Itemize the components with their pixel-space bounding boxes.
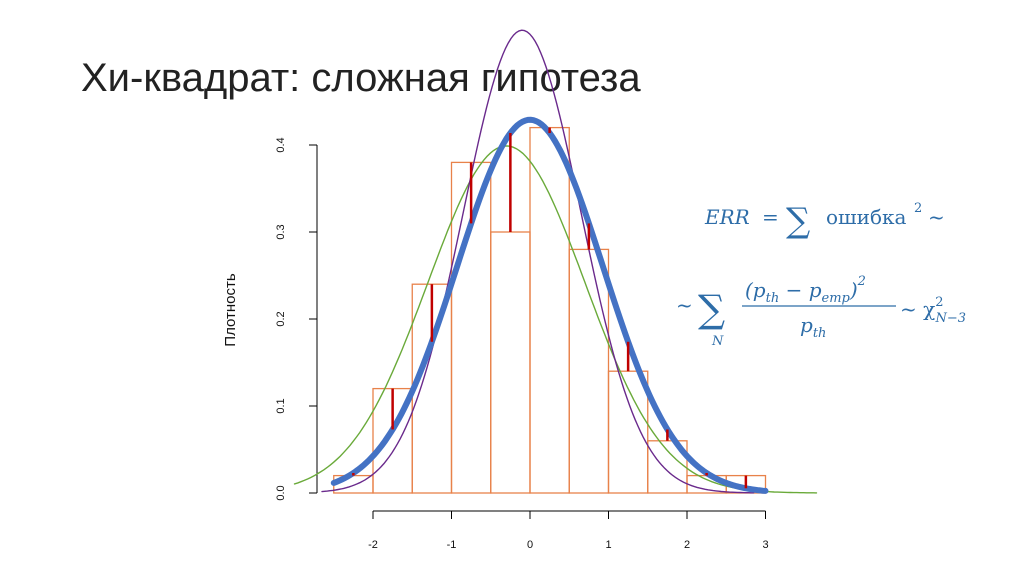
formula-chi: ~ χ2 N−3: [900, 295, 966, 326]
chi-sup: 2: [935, 295, 943, 310]
formula-numerator: (pth − pemp)2: [745, 274, 866, 306]
formula-error-exp: 2: [914, 201, 922, 216]
denominator-p: p: [800, 313, 813, 337]
y-tick-label: 0.0: [275, 485, 287, 500]
histogram-bar: [490, 231, 531, 494]
formula-line-1: ERR = ∑ ошибка 2 ~: [704, 201, 945, 241]
formula-err: ERR: [704, 205, 750, 229]
numerator-open: (p: [745, 278, 766, 302]
slide-title: Хи-квадрат: сложная гипотеза: [81, 56, 641, 100]
y-axis: 0.0 0.1 0.2 0.3 0.4: [275, 137, 318, 501]
purple-density-curve: [321, 29, 755, 494]
formula-denominator: pth: [800, 313, 826, 341]
formula-line-2: ~ ∑ N (pth − pemp)2 pth ~ χ2 N−3: [676, 274, 966, 349]
denominator-th: th: [813, 326, 827, 341]
y-tick-label: 0.2: [275, 311, 287, 326]
y-tick-label: 0.1: [275, 398, 287, 413]
x-tick-label: -1: [447, 539, 457, 551]
x-tick-label: -2: [368, 539, 378, 551]
x-tick-label: 0: [527, 539, 533, 551]
formula-equals: =: [762, 205, 779, 229]
formula-tilde-1: ~: [928, 205, 945, 229]
chi-sub: N−3: [935, 311, 967, 326]
numerator-th: th: [766, 291, 780, 306]
y-tick-label: 0.4: [275, 137, 287, 152]
residual-segments: [352, 127, 748, 489]
formula-sum-1: ∑: [786, 201, 810, 241]
formula-sum-2: ∑: [698, 287, 725, 331]
numerator-emp: emp: [822, 291, 851, 306]
numerator-close: ): [849, 278, 858, 302]
numerator-minus: − p: [779, 278, 821, 302]
y-tick-label: 0.3: [275, 224, 287, 239]
numerator-exp: 2: [857, 274, 866, 289]
x-axis: -2 -1 0 1 2 3: [368, 510, 769, 551]
formula-error-word: ошибка: [826, 205, 907, 229]
formula-sum-sub: N: [711, 334, 724, 349]
formula-tilde-2: ~: [676, 293, 693, 317]
chi-symbol: ~ χ: [900, 297, 935, 321]
x-tick-label: 2: [684, 539, 690, 551]
x-tick-label: 1: [605, 539, 611, 551]
histogram-bar: [529, 126, 570, 494]
y-axis-title: Плотность: [222, 273, 239, 347]
x-tick-label: 3: [762, 539, 768, 551]
histogram-bar: [568, 248, 610, 494]
